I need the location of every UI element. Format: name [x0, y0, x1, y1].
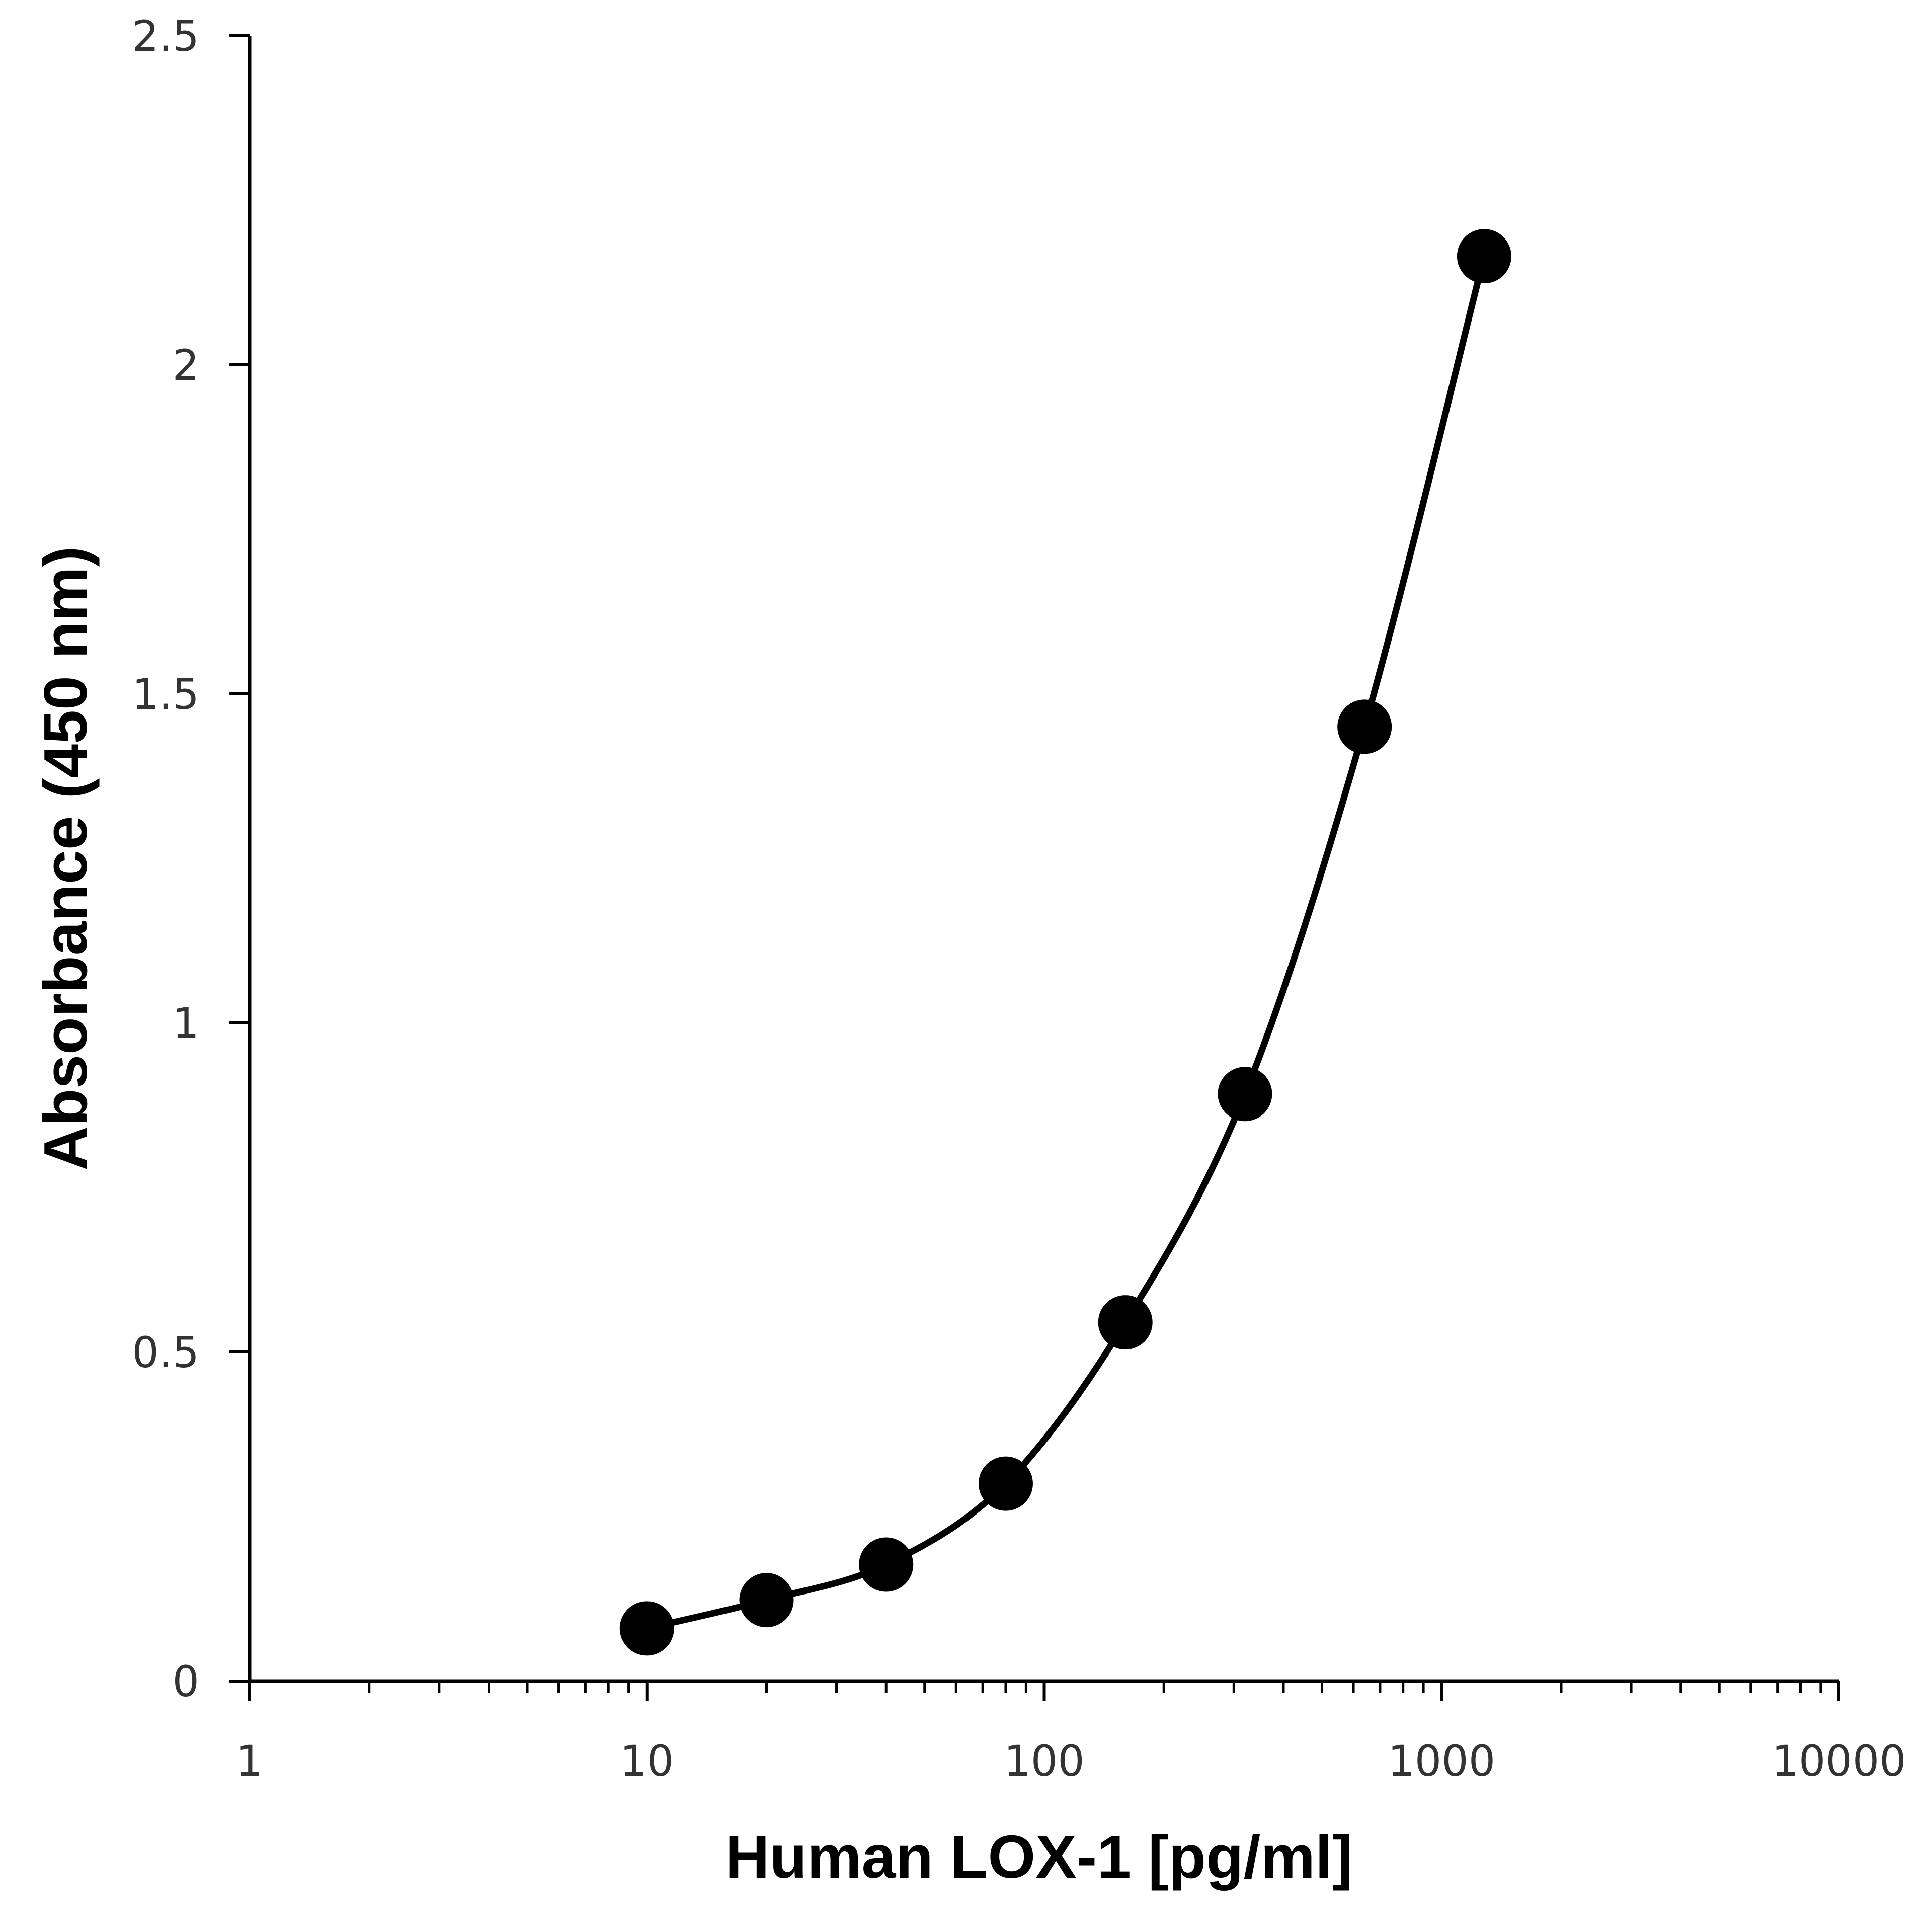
x-axis-ticks: 1 10 100 1000 10000: [236, 1681, 1906, 1786]
x-axis-title: Human LOX-1 [pg/ml]: [725, 1822, 1352, 1891]
axes: [248, 36, 1839, 1683]
x-tick-label: 10000: [1772, 1736, 1906, 1786]
y-tick-label: 2.5: [132, 12, 199, 61]
data-point: [1337, 699, 1392, 754]
x-tick-label: 1: [236, 1736, 263, 1786]
x-tick-label: 1000: [1388, 1736, 1495, 1786]
data-point: [619, 1601, 674, 1656]
y-axis-ticks: 0 0.5 1 1.5 2 2.5: [132, 12, 250, 1706]
data-point: [978, 1456, 1033, 1511]
y-tick-label: 0: [173, 1657, 199, 1706]
data-point: [1457, 229, 1511, 284]
x-tick-label: 100: [1004, 1736, 1084, 1786]
y-tick-label: 1: [173, 999, 199, 1048]
y-tick-label: 0.5: [132, 1328, 199, 1377]
fitted-curve: [643, 253, 1488, 1632]
data-point: [739, 1573, 794, 1628]
data-point: [859, 1537, 914, 1592]
data-point: [1098, 1295, 1153, 1350]
x-tick-label: 10: [620, 1736, 674, 1786]
y-axis-title: Absorbance (450 nm): [31, 546, 100, 1171]
data-points: [619, 229, 1511, 1656]
y-tick-label: 2: [173, 341, 199, 390]
y-tick-label: 1.5: [132, 670, 199, 719]
data-point: [1218, 1067, 1272, 1122]
